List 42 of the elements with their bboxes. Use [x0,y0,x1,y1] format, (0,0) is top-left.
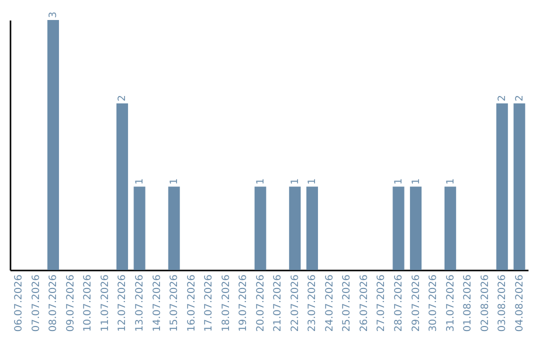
x-tick-label: 13.07.2026 [134,274,146,332]
x-tick-label: 28.07.2026 [394,274,404,332]
x-tick-label: 30.07.2026 [428,274,440,332]
data-label: 1 [290,178,301,185]
data-label: 2 [117,94,128,102]
x-tick-label: 21.07.2026 [272,274,284,332]
x-tick-label: 07.07.2026 [30,274,42,332]
data-label: 1 [255,178,266,185]
x-tick-label: 12.07.2026 [117,274,128,332]
x-tick-label: 16.07.2026 [186,274,198,332]
x-tick-label: 18.07.2026 [220,274,232,332]
x-tick-label: 08.07.2026 [48,274,60,332]
data-label: 1 [394,178,404,185]
x-tick-label: 15.07.2026 [169,274,180,332]
x-tick-label: 29.07.2026 [410,274,422,332]
x-tick-label: 25.07.2026 [342,274,353,332]
x-tick-label: 23.07.2026 [307,274,318,332]
data-label: 2 [514,94,526,102]
x-tick-label: 27.07.2026 [376,274,388,332]
x-tick-label: 24.07.2026 [324,274,336,332]
x-tick-label: 31.07.2026 [445,274,456,332]
x-tick-label: 19.07.2026 [238,274,250,332]
data-label: 1 [134,178,146,185]
data-label: 1 [169,178,180,185]
x-tick-label: 10.07.2026 [82,274,94,332]
x-tick-label: 02.08.2026 [480,274,491,332]
x-tick-label: 14.07.2026 [152,274,163,332]
x-tick-label: 26.07.2026 [358,274,370,332]
x-tick-label: 20.07.2026 [255,274,266,332]
x-tick-label: 01.08.2026 [462,274,474,332]
data-label: 2 [497,94,508,102]
data-label: 1 [410,178,422,185]
x-tick-label: 03.08.2026 [497,274,508,332]
x-tick-label: 17.07.2026 [204,274,215,332]
x-tick-label: 06.07.2026 [14,274,25,332]
x-tick-label: 22.07.2026 [290,274,301,332]
data-label: 1 [445,178,456,185]
data-label: 3 [48,12,60,18]
x-tick-label: 11.07.2026 [100,274,111,332]
x-tick-label: 09.07.2026 [65,274,76,332]
data-label: 1 [307,178,318,185]
x-tick-label: 04.08.2026 [514,274,526,332]
